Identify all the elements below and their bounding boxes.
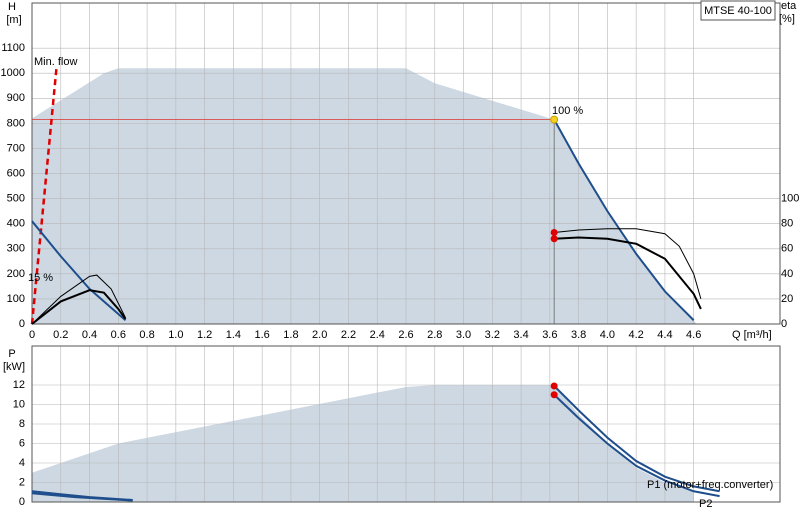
duty-point	[550, 228, 558, 236]
duty-point	[550, 235, 558, 243]
curve	[30, 68, 58, 325]
y-axis-unit: [m]	[6, 14, 21, 26]
x-tick-label: 2.2	[341, 329, 356, 341]
y-tick-label: 8	[19, 418, 25, 430]
y-tick-label: 100	[7, 293, 25, 305]
curve	[553, 394, 720, 498]
plot-border	[31, 2, 781, 325]
x-tick-label: 0.2	[53, 329, 68, 341]
y-axis-unit: [kW]	[3, 361, 25, 373]
y-tick-label: 10	[13, 398, 25, 410]
y2-tick-label: 80	[781, 218, 793, 230]
x-tick-label: 2.8	[427, 329, 442, 341]
y-tick-label: 6	[19, 437, 25, 449]
x-tick-label: 3.0	[456, 329, 471, 341]
x-tick-label: 4.2	[629, 329, 644, 341]
y-tick-label: 300	[7, 243, 25, 255]
y-tick-label: 600	[7, 167, 25, 179]
efficiency-curve	[31, 274, 126, 325]
x-tick-label: 2.0	[312, 329, 327, 341]
x-tick-label: 3.2	[485, 329, 500, 341]
x-tick-label: 4.4	[657, 329, 672, 341]
y-tick-label: 1100	[1, 42, 25, 54]
title-box	[700, 0, 776, 21]
chart-title: MTSE 40-100	[704, 5, 772, 17]
curve	[553, 119, 695, 321]
x-tick-label: 1.8	[283, 329, 298, 341]
y2-axis-label: eta	[781, 0, 797, 12]
y2-tick-label: 60	[781, 243, 793, 255]
x-tick-label: 4.0	[600, 329, 615, 341]
y-tick-label: 200	[7, 268, 25, 280]
x-tick-label: 0.4	[82, 329, 97, 341]
plot-border	[31, 345, 781, 503]
efficiency-curve	[554, 228, 702, 300]
y2-tick-label: 0	[781, 318, 787, 330]
y-tick-label: 500	[7, 193, 25, 205]
x-tick-label: 1.6	[255, 329, 270, 341]
annotation: Min. flow	[34, 56, 77, 68]
x-tick-label: 0.8	[139, 329, 154, 341]
x-tick-label: 2.6	[398, 329, 413, 341]
x-tick-label: 3.8	[571, 329, 586, 341]
y-tick-label: 0	[19, 496, 25, 508]
x-axis-label: Q [m³/h]	[732, 329, 772, 341]
x-tick-label: 1.4	[226, 329, 241, 341]
annotation: P1 (motor+freq.converter)	[647, 479, 773, 491]
curve	[31, 492, 133, 502]
annotation: P2	[699, 498, 712, 510]
operating-area	[32, 68, 697, 324]
y2-tick-label: 100	[781, 193, 799, 205]
y2-tick-label: 20	[781, 293, 793, 305]
y-tick-label: 1000	[1, 67, 25, 79]
y-axis-label: H	[8, 1, 16, 13]
x-tick-label: 0	[29, 329, 35, 341]
y-tick-label: 2	[19, 476, 25, 488]
curve	[31, 220, 127, 321]
y-axis-label: P	[8, 348, 15, 360]
x-tick-label: 0.6	[111, 329, 126, 341]
efficiency-curve	[31, 289, 127, 325]
annotation: 15 %	[28, 272, 53, 284]
x-tick-label: 3.6	[542, 329, 557, 341]
y-tick-label: 0	[19, 318, 25, 330]
y-tick-label: 4	[19, 457, 25, 469]
duty-point	[550, 391, 558, 399]
x-tick-label: 2.4	[370, 329, 385, 341]
duty-point	[550, 115, 559, 124]
x-tick-label: 4.6	[686, 329, 701, 341]
y-tick-label: 400	[7, 218, 25, 230]
y-tick-label: 800	[7, 117, 25, 129]
x-tick-label: 1.0	[168, 329, 183, 341]
curve	[553, 385, 720, 493]
annotation: 100 %	[552, 105, 583, 117]
x-tick-label: 3.4	[513, 329, 528, 341]
duty-point	[550, 382, 558, 390]
y-tick-label: 12	[13, 379, 25, 391]
x-tick-label: 1.2	[197, 329, 212, 341]
y-tick-label: 700	[7, 142, 25, 154]
y2-axis-unit: [%]	[779, 13, 795, 25]
y2-tick-label: 40	[781, 268, 793, 280]
y-tick-label: 900	[7, 92, 25, 104]
efficiency-curve	[554, 236, 702, 310]
